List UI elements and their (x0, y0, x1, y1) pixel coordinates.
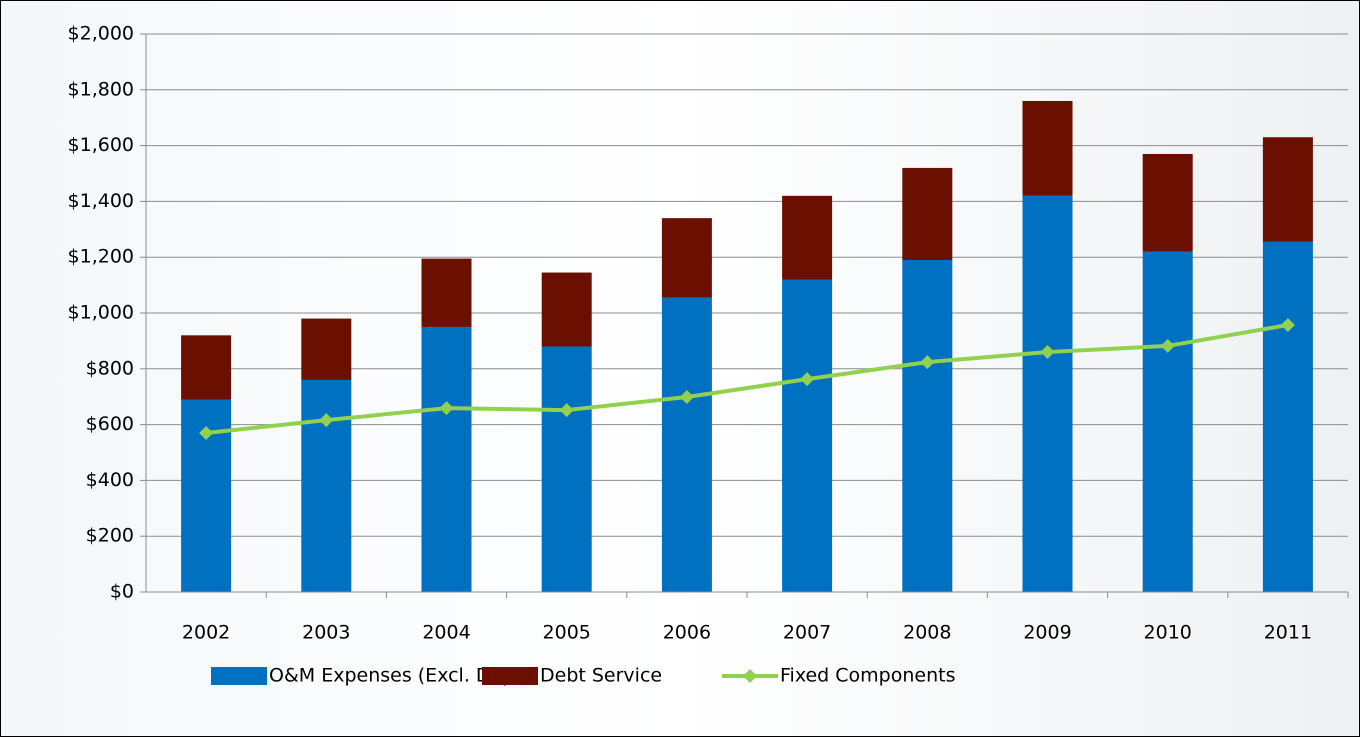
bar (782, 279, 833, 592)
bar (301, 318, 352, 380)
marker (1160, 338, 1175, 353)
bar (661, 297, 712, 592)
y-tick-label: $1,600 (68, 134, 134, 156)
x-tick-label: 2003 (302, 622, 350, 644)
bar (421, 326, 472, 592)
marker (559, 403, 574, 418)
y-tick-label: $1,800 (68, 78, 134, 100)
bar (1142, 153, 1193, 252)
legend-label: O&M Expenses (Excl. Depr.) (269, 665, 534, 687)
bar (1142, 251, 1193, 592)
marker (920, 355, 935, 370)
legend-marker (743, 669, 757, 683)
bar (301, 379, 352, 592)
y-tick-label: $1,000 (68, 302, 134, 324)
marker (1280, 317, 1295, 332)
y-tick-label: $2,000 (68, 23, 134, 45)
y-tick-label: $0 (110, 581, 134, 603)
line (205, 323, 1289, 435)
legend-swatch (482, 667, 538, 685)
x-tick-label: 2007 (783, 622, 831, 644)
y-tick-label: $400 (86, 469, 134, 491)
legend-label: Fixed Components (780, 665, 955, 687)
bar (782, 195, 833, 280)
bar (661, 218, 712, 298)
x-tick-label: 2008 (903, 622, 951, 644)
marker (1040, 345, 1055, 360)
bar (1022, 100, 1073, 196)
y-tick-label: $600 (86, 413, 134, 435)
x-tick-label: 2010 (1144, 622, 1192, 644)
bar (902, 259, 953, 592)
bar (1262, 241, 1313, 593)
marker (800, 372, 815, 387)
legend-label: Debt Service (540, 665, 662, 687)
x-tick-label: 2011 (1264, 622, 1312, 644)
x-tick-label: 2009 (1023, 622, 1071, 644)
marker (319, 413, 334, 428)
x-tick-label: 2005 (543, 622, 591, 644)
y-tick-label: $1,200 (68, 246, 134, 268)
x-tick-label: 2006 (663, 622, 711, 644)
bar (181, 335, 232, 400)
x-tick-label: 2002 (182, 622, 230, 644)
x-tick-label: 2004 (422, 622, 470, 644)
legend-swatch (211, 667, 267, 685)
bar (541, 346, 592, 592)
bar (902, 167, 953, 260)
y-tick-label: $800 (86, 357, 134, 379)
bar (541, 272, 592, 347)
marker (439, 401, 454, 416)
bar (421, 258, 472, 327)
y-tick-label: $1,400 (68, 190, 134, 212)
bar (1262, 137, 1313, 242)
marker (199, 425, 214, 440)
marker (679, 389, 694, 404)
bar (1022, 195, 1073, 592)
y-tick-label: $200 (86, 525, 134, 547)
